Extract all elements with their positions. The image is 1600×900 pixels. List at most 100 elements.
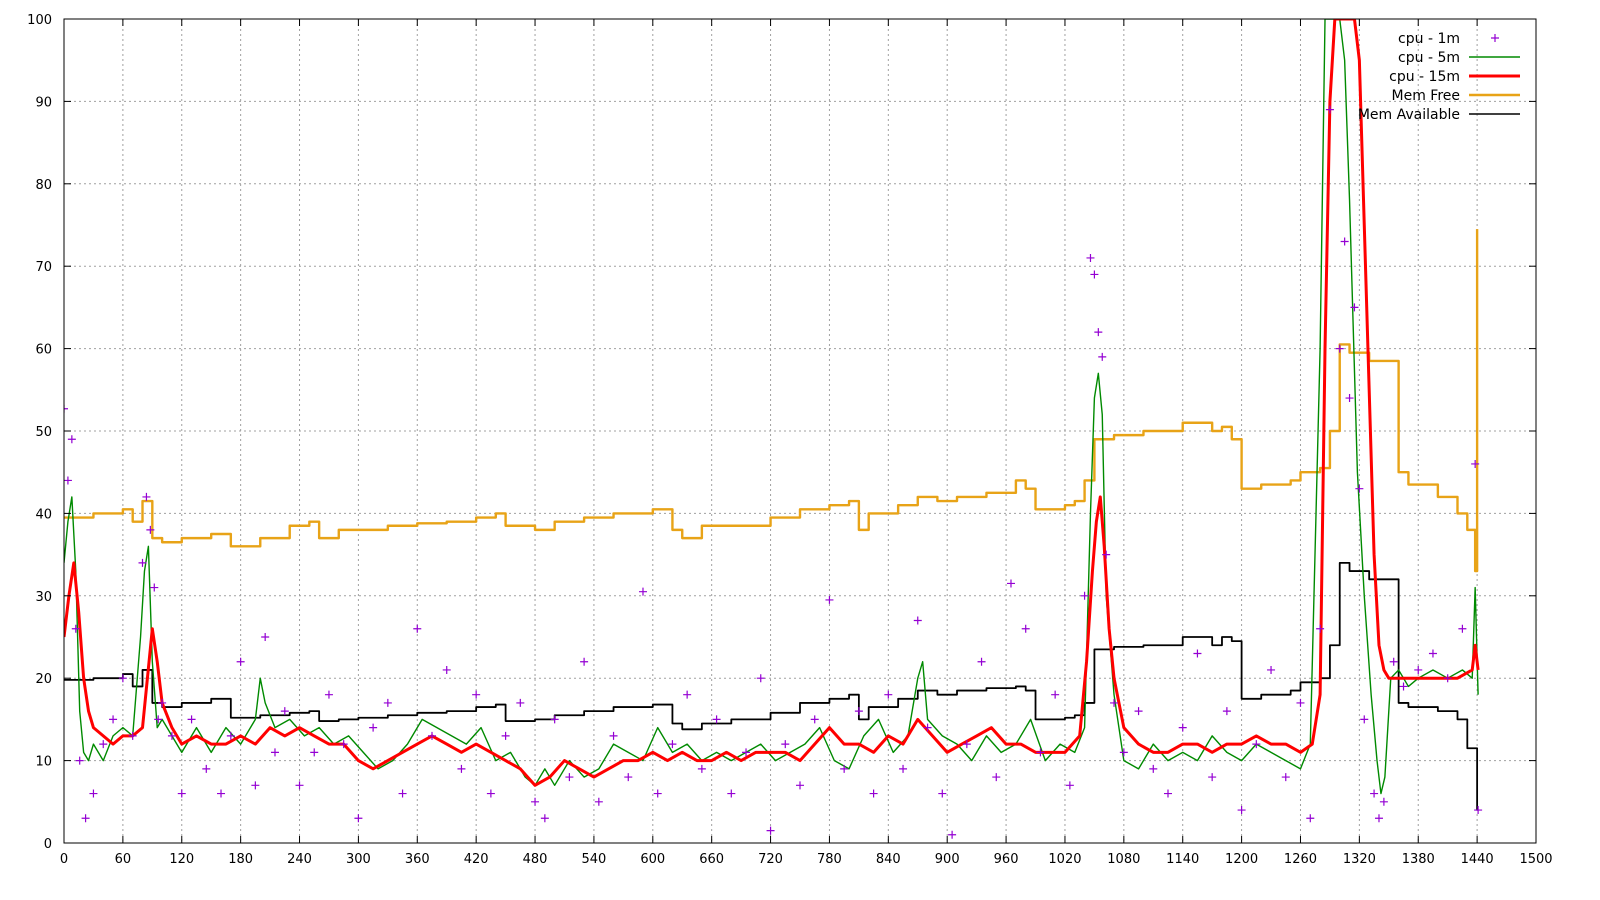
cpu-1m-point	[187, 715, 196, 724]
y-tick-label: 80	[35, 178, 52, 193]
cpu-1m-point	[781, 740, 790, 749]
cpu-1m-point	[64, 476, 72, 485]
cpu-1m-point	[531, 797, 540, 806]
cpu-1m-point	[624, 773, 633, 782]
cpu-1m-point	[884, 690, 893, 699]
x-tick-label: 1200	[1225, 852, 1258, 867]
cpu-1m-point	[1222, 707, 1231, 716]
y-tick-label: 40	[35, 507, 52, 522]
cpu-1m-point	[742, 748, 751, 757]
cpu-1m-point	[1360, 715, 1369, 724]
cpu-1m-point	[1267, 665, 1276, 674]
x-tick-label: 300	[346, 852, 371, 867]
y-tick-label: 50	[35, 425, 52, 440]
cpu-1m-point	[1296, 698, 1305, 707]
cpu-1m-point	[1149, 764, 1158, 773]
x-tick-label: 1140	[1166, 852, 1199, 867]
cpu-1m-point	[158, 698, 167, 707]
cpu-1m-point	[154, 715, 163, 724]
x-tick-label: 420	[464, 852, 489, 867]
x-tick-label: 1260	[1284, 852, 1317, 867]
cpu-1m-point	[457, 764, 466, 773]
cpu-1m-point	[67, 435, 76, 444]
cpu-1m-point	[202, 764, 211, 773]
x-tick-label: 240	[287, 852, 312, 867]
y-tick-label: 20	[35, 672, 52, 687]
cpu-1m-point	[369, 723, 378, 732]
x-tick-label: 60	[115, 852, 132, 867]
cpu-1m-point	[383, 698, 392, 707]
cpu-1m-point	[1110, 698, 1119, 707]
cpu-1m-point	[1428, 649, 1437, 658]
cpu-1m-point	[354, 814, 363, 823]
cpu-1m-point	[1094, 328, 1103, 337]
cpu-1m-point	[236, 657, 245, 666]
x-tick-label: 1380	[1402, 852, 1435, 867]
cpu-1m-point	[1379, 797, 1388, 806]
cpu-1m-point	[712, 715, 721, 724]
cpu-1m-point	[697, 764, 706, 773]
cpu-1m-point	[1414, 665, 1423, 674]
cpu-1m-point	[1350, 303, 1359, 312]
plot-area	[64, 19, 1483, 839]
x-tick-label: 180	[228, 852, 253, 867]
cpu-1m-point	[668, 740, 677, 749]
legend-label: cpu - 15m	[1389, 69, 1460, 85]
axes: 0 60 120 180 240 300 360 420 480 540 600 660 720 780 8…	[27, 13, 1552, 867]
cpu-1m-point	[1370, 789, 1379, 798]
legend-label: Mem Free	[1392, 88, 1461, 104]
x-tick-label: 780	[817, 852, 842, 867]
cpu-1m-point	[226, 731, 235, 740]
cpu-1m-point	[442, 665, 451, 674]
cpu-1m-point	[1281, 773, 1290, 782]
cpu-1m-point	[766, 826, 775, 835]
cpu-1m-point	[1102, 550, 1111, 559]
x-tick-label: 0	[60, 852, 68, 867]
cpu-1m-point	[840, 764, 849, 773]
legend-marker	[1491, 34, 1499, 42]
legend-label: Mem Available	[1358, 107, 1460, 123]
cpu-1m-point	[1458, 624, 1467, 633]
cpu-1m-point	[251, 781, 260, 790]
series-4	[64, 561, 1479, 811]
cpu-1m-point	[1164, 789, 1172, 798]
cpu-1m-point	[146, 525, 155, 534]
y-tick-label: 30	[35, 590, 52, 605]
cpu-1m-point	[270, 748, 279, 757]
cpu-1m-point	[324, 690, 333, 699]
cpu-1m-point	[1374, 814, 1383, 823]
cpu-1m-point	[1193, 649, 1202, 658]
cpu-1m-point	[128, 731, 137, 740]
y-tick-label: 100	[27, 13, 52, 28]
cpu-1m-point	[1316, 624, 1325, 633]
cpu-1m-point	[1389, 657, 1398, 666]
series-line-2	[64, 19, 1480, 787]
y-tick-label: 0	[44, 837, 52, 852]
cpu-1m-point	[1471, 459, 1480, 468]
cpu-1m-point	[1065, 781, 1074, 790]
cpu-1m-point	[594, 797, 603, 806]
cpu-1m-point	[992, 773, 1001, 782]
y-tick-label: 10	[35, 755, 52, 770]
x-tick-label: 960	[994, 852, 1019, 867]
cpu-1m-point	[75, 756, 84, 765]
cpu-1m-point	[938, 789, 947, 798]
cpu-1m-point	[550, 715, 559, 724]
cpu-1m-point	[948, 830, 957, 839]
series-0	[64, 105, 1483, 839]
x-tick-label: 720	[758, 852, 783, 867]
cpu-1m-point	[177, 789, 186, 798]
series-line-3	[64, 229, 1479, 573]
cpu-1m-point	[1090, 270, 1099, 279]
cpu-1m-point	[398, 789, 407, 798]
cpu-1m-point	[89, 789, 98, 798]
x-tick-label: 120	[169, 852, 194, 867]
cpu-1m-point	[1335, 344, 1344, 353]
cpu-1m-point	[727, 789, 736, 798]
cpu-1m-point	[653, 789, 662, 798]
y-tick-label: 90	[35, 95, 52, 110]
cpu-1m-point	[1036, 748, 1045, 757]
cpu-1m-point	[580, 657, 589, 666]
series-line-4	[64, 561, 1479, 811]
